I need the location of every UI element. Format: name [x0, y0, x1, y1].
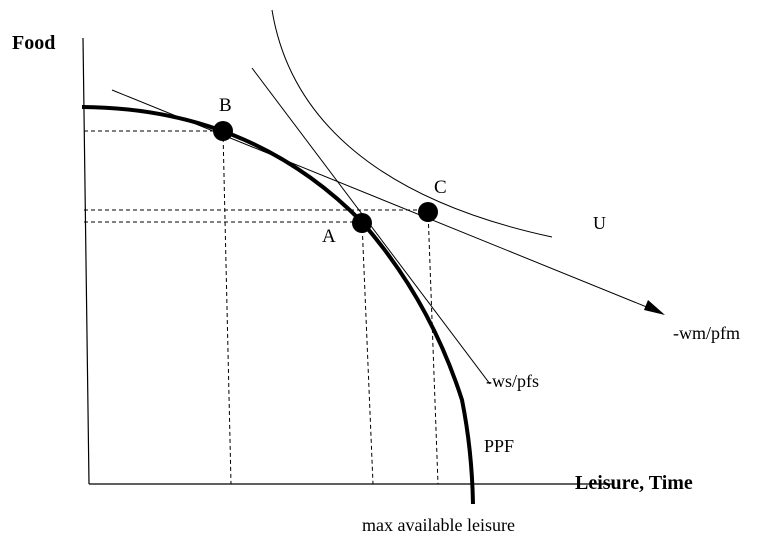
ppf-label: PPF	[484, 436, 514, 456]
point-c-marker	[418, 202, 438, 222]
indifference-curve	[271, 9, 553, 238]
guide-lines	[84, 130, 439, 485]
point-b-marker	[213, 121, 233, 141]
point-c-label: C	[434, 177, 447, 198]
guide-c-vertical	[427, 209, 439, 485]
y-axis	[82, 37, 90, 485]
indifference-curve-label: U	[593, 213, 606, 233]
point-b-label: B	[219, 95, 232, 116]
guide-b-vertical	[222, 130, 232, 485]
ppf-curve	[81, 105, 475, 505]
x-axis-label: Leisure, Time	[575, 472, 693, 494]
market-price-arrowhead	[644, 300, 665, 315]
shadow-price-line-label: -ws/pfs	[486, 371, 539, 391]
market-price-line-label: -wm/pfm	[673, 323, 740, 343]
market-price-line	[111, 89, 660, 313]
max-leisure-label: max available leisure	[362, 515, 515, 535]
y-axis-label: Food	[12, 32, 55, 54]
point-a-marker	[352, 213, 372, 233]
point-a-label: A	[322, 226, 336, 247]
guide-a-vertical	[361, 221, 374, 485]
